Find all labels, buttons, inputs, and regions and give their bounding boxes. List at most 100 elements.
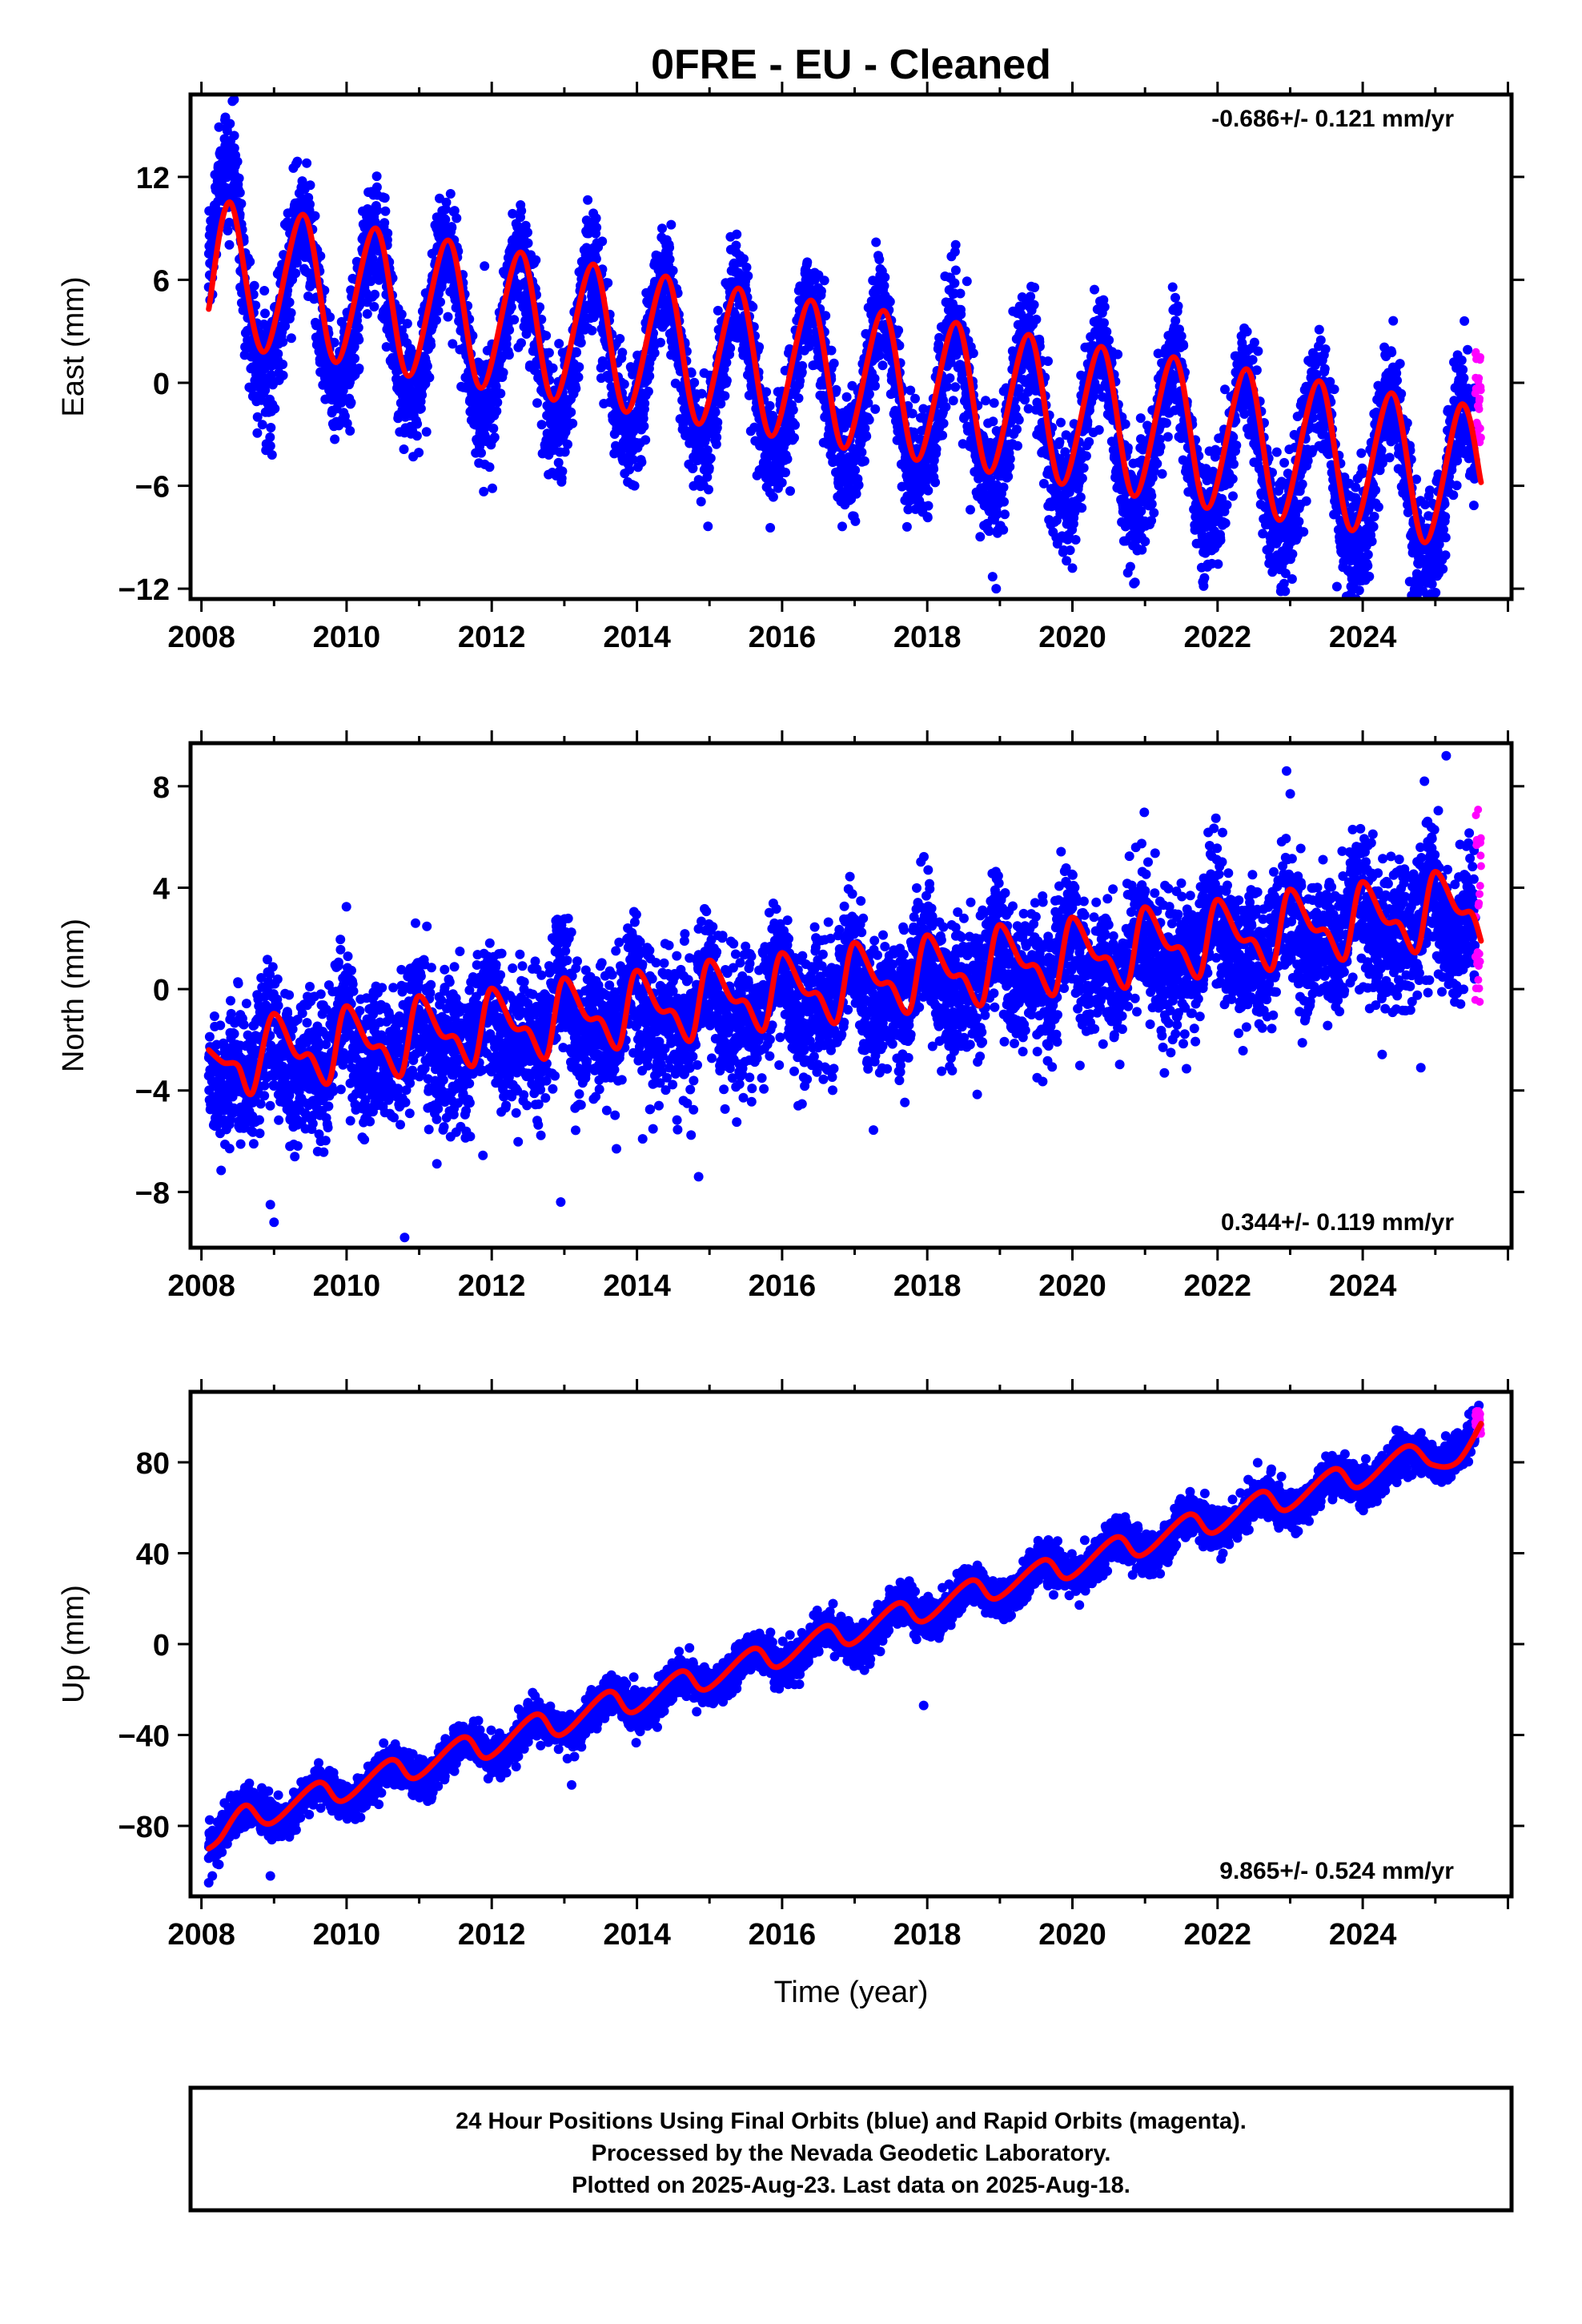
final-orbit-point bbox=[380, 206, 391, 216]
final-orbit-point bbox=[741, 262, 752, 272]
final-orbit-point bbox=[447, 223, 457, 233]
final-orbit-point bbox=[931, 444, 942, 454]
final-orbit-point bbox=[1146, 491, 1157, 501]
final-orbit-point bbox=[1031, 314, 1042, 324]
final-orbit-point bbox=[592, 223, 602, 233]
final-orbit-point bbox=[396, 309, 407, 320]
final-orbit-point bbox=[412, 419, 423, 429]
final-orbit-point bbox=[229, 143, 239, 153]
final-orbit-point bbox=[1054, 436, 1065, 447]
final-orbit-point bbox=[1052, 539, 1062, 549]
final-orbit-point bbox=[1137, 545, 1147, 555]
final-orbit-point bbox=[1082, 416, 1093, 427]
final-orbit-point bbox=[286, 308, 296, 318]
final-orbit-point bbox=[1081, 451, 1091, 461]
final-orbit-point bbox=[532, 398, 542, 408]
final-orbit-point bbox=[941, 402, 951, 412]
final-orbit-point bbox=[721, 357, 732, 368]
final-orbit-point bbox=[649, 348, 660, 358]
final-orbit-point bbox=[597, 236, 608, 247]
final-orbit-point bbox=[345, 426, 355, 436]
final-orbit-point bbox=[1162, 432, 1173, 442]
final-orbit-point bbox=[1030, 283, 1040, 292]
final-orbit-point bbox=[712, 432, 722, 443]
final-orbit-point bbox=[603, 278, 613, 288]
final-orbit-point bbox=[950, 265, 961, 275]
final-orbit-point bbox=[492, 406, 502, 416]
final-orbit-point bbox=[1170, 316, 1181, 326]
final-orbit-point bbox=[452, 213, 462, 223]
final-orbit-point bbox=[711, 439, 721, 449]
final-orbit-point bbox=[686, 368, 697, 378]
final-orbit-point bbox=[998, 525, 1009, 535]
final-orbit-point bbox=[370, 289, 380, 300]
final-orbit-point bbox=[797, 360, 808, 371]
final-orbit-point bbox=[765, 523, 776, 533]
final-orbit-point bbox=[556, 473, 567, 484]
final-orbit-point bbox=[1113, 349, 1123, 360]
final-orbit-point bbox=[1077, 473, 1087, 484]
final-orbit-point bbox=[986, 474, 996, 484]
final-orbit-point bbox=[566, 407, 576, 417]
final-orbit-point bbox=[829, 358, 839, 368]
final-orbit-point bbox=[860, 423, 870, 433]
final-orbit-point bbox=[966, 505, 975, 515]
final-orbit-point bbox=[214, 122, 224, 132]
final-orbit-point bbox=[628, 454, 638, 464]
final-orbit-point bbox=[998, 482, 1009, 493]
final-orbit-point bbox=[956, 309, 966, 320]
final-orbit-point bbox=[342, 418, 352, 428]
final-orbit-point bbox=[782, 454, 793, 464]
final-orbit-point bbox=[874, 255, 885, 264]
final-orbit-point bbox=[922, 513, 933, 523]
final-orbit-point bbox=[1005, 461, 1015, 472]
final-orbit-point bbox=[790, 420, 800, 430]
final-orbit-point bbox=[934, 332, 945, 343]
final-orbit-point bbox=[476, 448, 486, 458]
final-orbit-point bbox=[795, 376, 805, 386]
final-orbit-point bbox=[548, 363, 558, 373]
final-orbit-point bbox=[984, 526, 994, 537]
final-orbit-point bbox=[950, 247, 960, 257]
final-orbit-point bbox=[1152, 459, 1162, 468]
final-orbit-point bbox=[638, 413, 648, 424]
final-orbit-point bbox=[1155, 441, 1166, 452]
final-orbit-point bbox=[1062, 556, 1072, 566]
final-orbit-point bbox=[640, 435, 651, 445]
final-orbit-point bbox=[266, 370, 276, 380]
final-orbit-point bbox=[1154, 434, 1165, 444]
final-orbit-point bbox=[874, 350, 885, 360]
final-orbit-point bbox=[850, 465, 861, 476]
final-orbit-point bbox=[885, 296, 895, 307]
final-orbit-point bbox=[1023, 312, 1034, 323]
final-orbit-point bbox=[713, 417, 723, 428]
final-orbit-point bbox=[489, 432, 500, 443]
final-orbit-point bbox=[223, 226, 233, 235]
final-orbit-point bbox=[705, 453, 716, 464]
final-orbit-point bbox=[1010, 403, 1021, 413]
final-orbit-point bbox=[1176, 331, 1186, 341]
final-orbit-point bbox=[851, 489, 861, 499]
final-orbit-point bbox=[508, 208, 518, 219]
final-orbit-point bbox=[789, 432, 799, 443]
final-orbit-point bbox=[696, 497, 706, 507]
final-orbit-point bbox=[859, 456, 869, 466]
final-orbit-point bbox=[252, 428, 263, 438]
final-orbit-point bbox=[871, 237, 881, 247]
final-orbit-point bbox=[837, 521, 847, 532]
final-orbit-point bbox=[445, 189, 456, 199]
final-orbit-point bbox=[988, 416, 998, 427]
final-orbit-point bbox=[1102, 327, 1112, 337]
final-orbit-point bbox=[232, 156, 243, 167]
final-orbit-point bbox=[574, 362, 584, 372]
final-orbit-point bbox=[903, 505, 913, 515]
final-orbit-point bbox=[234, 173, 244, 183]
final-orbit-point bbox=[870, 404, 881, 414]
final-orbit-point bbox=[781, 468, 790, 477]
final-orbit-point bbox=[697, 388, 707, 399]
final-orbit-point bbox=[291, 268, 301, 279]
final-orbit-point bbox=[280, 321, 291, 332]
panel-east: 2008 2010 2012 2014 2016 2018 2020 2022 2024−12−… bbox=[57, 82, 1524, 654]
final-orbit-point bbox=[1077, 503, 1087, 513]
final-orbit-point bbox=[629, 480, 640, 491]
